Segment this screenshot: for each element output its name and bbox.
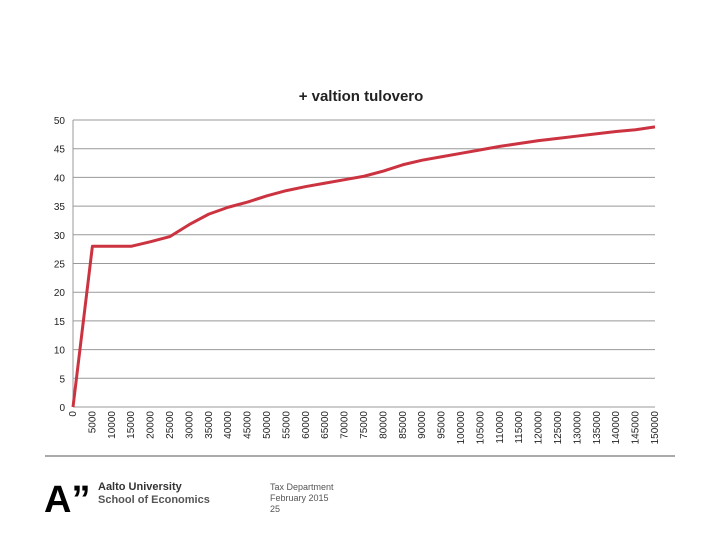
x-tick-label: 105000 [475, 411, 486, 445]
x-tick-label: 55000 [281, 411, 292, 439]
logo: A” [44, 479, 90, 521]
x-tick-label: 135000 [592, 411, 603, 445]
x-tick-label: 20000 [146, 411, 157, 439]
x-tick-label: 5000 [87, 411, 98, 434]
y-tick-label: 10 [54, 346, 66, 357]
y-tick-label: 45 [54, 145, 66, 156]
university: Aalto University [98, 481, 183, 493]
department: Tax Department [270, 482, 334, 492]
x-tick-label: 75000 [359, 411, 370, 439]
x-tick-label: 35000 [204, 411, 215, 439]
x-tick-label: 95000 [437, 411, 448, 439]
x-tick-label: 25000 [165, 411, 176, 439]
y-tick-label: 35 [54, 202, 66, 213]
x-tick-label: 65000 [320, 411, 331, 439]
y-tick-label: 50 [54, 116, 66, 127]
y-tick-label: 20 [54, 288, 66, 299]
x-tick-label: 130000 [572, 411, 583, 445]
x-tick-label: 0 [68, 411, 79, 417]
x-tick-label: 120000 [534, 411, 545, 445]
x-tick-label: 30000 [184, 411, 195, 439]
x-tick-label: 15000 [126, 411, 137, 439]
x-tick-label: 50000 [262, 411, 273, 439]
x-tick-label: 150000 [650, 411, 661, 445]
x-tick-label: 70000 [340, 411, 351, 439]
chart-title: + valtion tulovero [299, 88, 424, 105]
x-tick-label: 125000 [553, 411, 564, 445]
x-tick-label: 45000 [243, 411, 254, 439]
y-tick-label: 15 [54, 317, 66, 328]
y-tick-label: 5 [59, 374, 65, 385]
x-tick-label: 10000 [107, 411, 118, 439]
y-tick-label: 0 [59, 403, 65, 414]
y-tick-label: 30 [54, 231, 66, 242]
date: February 2015 [270, 493, 329, 503]
x-tick-label: 110000 [495, 411, 506, 444]
y-tick-label: 25 [54, 260, 66, 271]
school: School of Economics [98, 494, 210, 506]
line [71, 125, 656, 408]
x-tick-label: 85000 [398, 411, 409, 439]
x-tick-label: 40000 [223, 411, 234, 439]
x-tick-label: 80000 [378, 411, 389, 439]
x-tick-label: 60000 [301, 411, 312, 439]
y-tick-label: 40 [54, 173, 66, 184]
x-tick-label: 100000 [456, 411, 467, 445]
x-tick-label: 90000 [417, 411, 428, 439]
page-number: 25 [270, 504, 280, 514]
x-tick-label: 115000 [514, 411, 525, 444]
x-tick-label: 140000 [611, 411, 622, 445]
x-tick-label: 145000 [631, 411, 642, 445]
